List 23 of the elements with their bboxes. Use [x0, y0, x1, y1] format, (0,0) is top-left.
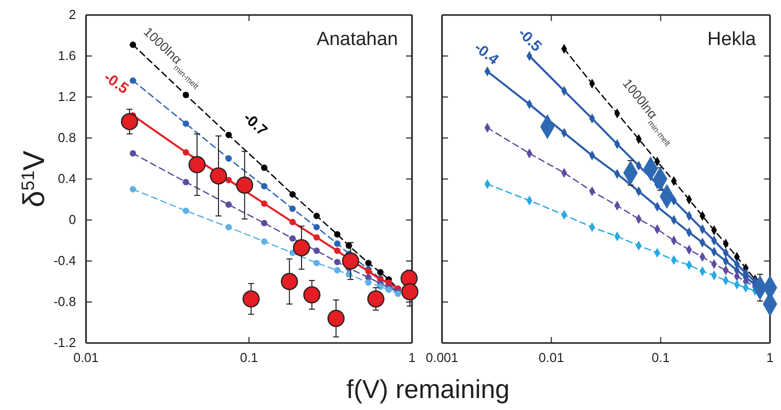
x-axis-title: f(V) remaining: [346, 374, 510, 404]
x-tick-label: 1: [766, 350, 774, 366]
y-tick-label: -1.2: [54, 335, 76, 350]
text: Anatahan: [316, 29, 398, 50]
text: Hekla: [707, 29, 756, 50]
text: -0.5: [100, 68, 132, 98]
x-tick-label: 0.1: [240, 350, 258, 366]
y-tick-label: 2: [68, 7, 76, 22]
y-tick-label: 1.2: [58, 89, 76, 104]
text: -0.4: [470, 39, 502, 69]
x-tick-label: 1: [408, 350, 416, 366]
y-tick-label: 1.6: [58, 48, 76, 64]
y-tick-label: 0.8: [58, 130, 76, 146]
x-tick-label: 0.1: [652, 350, 670, 366]
text: -0.5: [514, 24, 545, 56]
y-tick-label: 0: [68, 212, 76, 228]
y-tick-label: 0.4: [58, 171, 76, 186]
x-tick-label: 0.01: [73, 350, 99, 366]
text: -0.7: [240, 109, 270, 140]
x-tick-label: 0.01: [538, 350, 564, 366]
x-tick-label: 0.001: [426, 350, 458, 366]
y-tick-label: -0.8: [54, 294, 76, 310]
y-tick-label: -0.4: [54, 253, 76, 268]
